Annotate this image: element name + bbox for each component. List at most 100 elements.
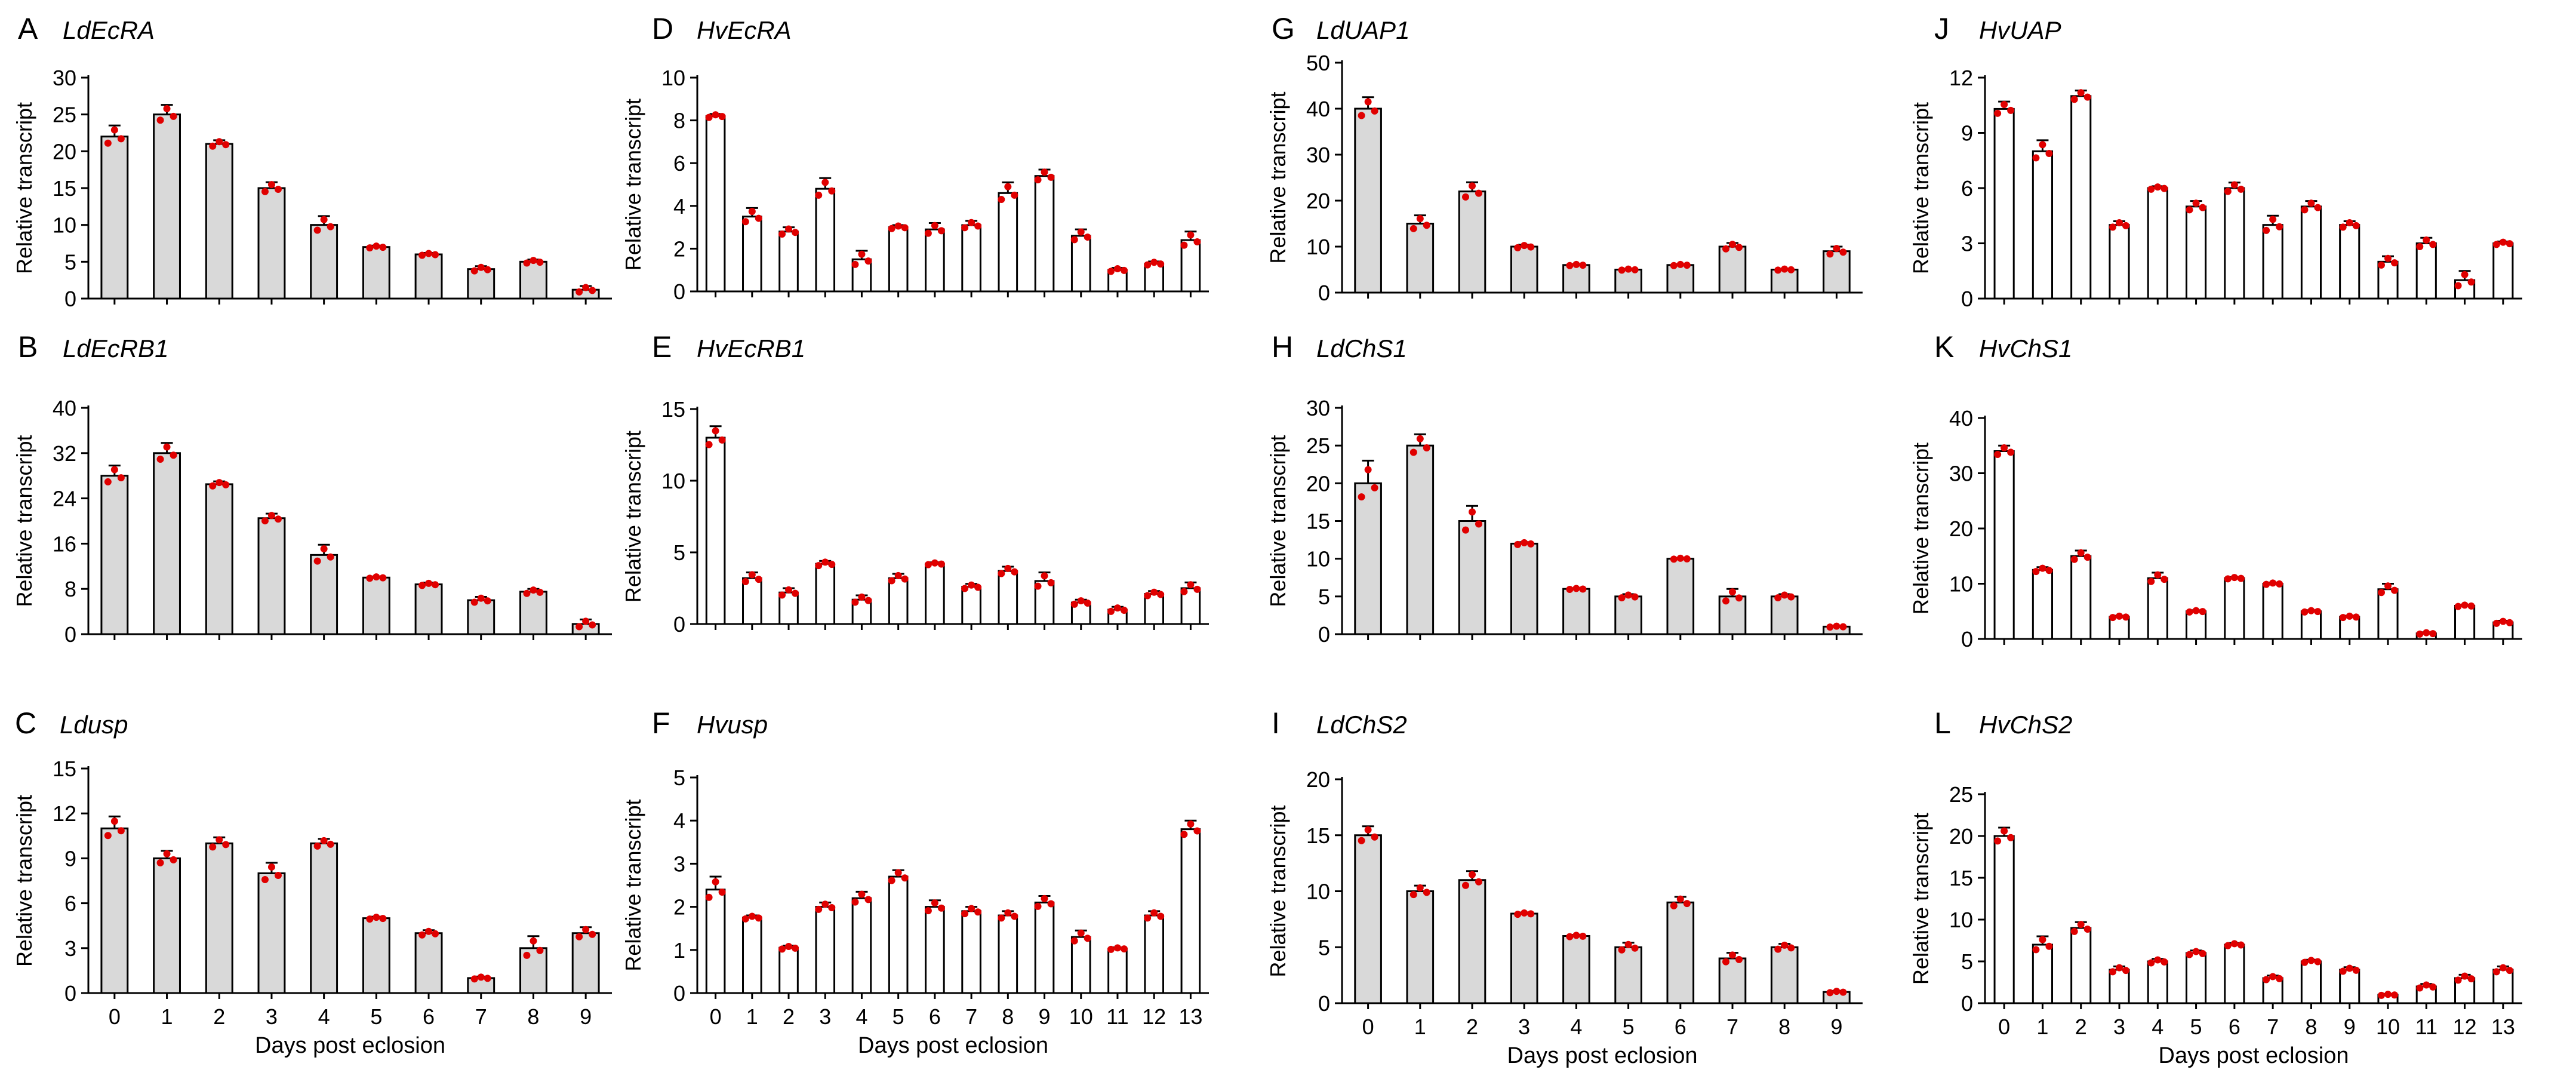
replicate-dot (998, 196, 1005, 204)
bar (1354, 107, 1382, 294)
y-tick-label: 10 (53, 213, 76, 238)
bar (1034, 901, 1055, 994)
bar (100, 475, 129, 635)
bar (1406, 890, 1435, 1004)
replicate-dot (1371, 833, 1378, 841)
replicate-dot (1416, 435, 1424, 442)
bar (778, 230, 799, 293)
replicate-dot (156, 116, 164, 124)
replicate-dot (2224, 575, 2232, 583)
replicate-dot (216, 479, 223, 487)
replicate-dot (2122, 222, 2129, 229)
y-tick-label: 32 (53, 441, 76, 466)
panel-letter: G (1272, 12, 1295, 45)
replicate-dot (961, 585, 969, 592)
replicate-dot (851, 898, 859, 906)
replicate-dot (894, 869, 902, 877)
replicate-dot (2116, 964, 2123, 972)
replicate-dot (2186, 951, 2193, 958)
replicate-dot (2492, 619, 2500, 627)
bar (100, 827, 129, 994)
replicate-dot (864, 257, 872, 265)
x-tick-label: 11 (2415, 1015, 2437, 1039)
replicate-dot (2454, 976, 2462, 984)
bar (1510, 245, 1538, 294)
replicate-dot (274, 515, 282, 523)
replicate-dot (2423, 981, 2430, 989)
replicate-dot (1631, 944, 1639, 952)
replicate-dot (373, 914, 380, 921)
replicate-dot (274, 871, 282, 879)
replicate-dot (2499, 617, 2507, 625)
replicate-dot (170, 112, 177, 120)
bar (851, 897, 872, 994)
bar (467, 599, 495, 635)
replicate-dot (1475, 189, 1482, 197)
replicate-dot (1781, 591, 1789, 599)
panel-d: D HvEcRA 0 2 4 6 8 10 Relative transcript (621, 12, 1209, 304)
bar (2339, 224, 2360, 300)
replicate-dot (163, 443, 171, 451)
replicate-dot (2314, 204, 2322, 211)
replicate-dot (815, 562, 823, 570)
replicate-dot (2314, 608, 2322, 616)
replicate-dot (1475, 520, 1482, 528)
replicate-dot (530, 937, 537, 945)
replicate-dot (1839, 623, 1847, 631)
replicate-dot (705, 113, 713, 121)
bar (1614, 595, 1642, 635)
replicate-dot (2499, 238, 2507, 246)
bar (1770, 946, 1799, 1004)
replicate-dot (1475, 878, 1482, 886)
bar (742, 216, 762, 293)
replicate-dot (1618, 266, 1626, 274)
replicate-dot (1423, 222, 1430, 229)
replicate-dot (274, 185, 282, 193)
x-tick-label: 9 (1830, 1015, 1842, 1039)
replicate-dot (2506, 967, 2513, 975)
replicate-dot (1409, 448, 1417, 456)
gene-name: LdChS1 (1316, 334, 1407, 362)
bar (2492, 242, 2514, 300)
replicate-dot (1364, 98, 1372, 106)
replicate-dot (432, 581, 439, 589)
replicate-dot (2384, 582, 2392, 590)
replicate-dot (530, 586, 537, 594)
panel-i: I LdChS2 0 5 10 15 20 Relative transcript 0 1 2 3 4 5… (1266, 706, 1863, 1068)
bar (2262, 224, 2283, 300)
replicate-dot (712, 427, 719, 435)
replicate-dot (937, 904, 945, 912)
bar (310, 842, 338, 994)
replicate-dot (2352, 613, 2360, 621)
replicate-dot (2467, 975, 2475, 983)
bar (1070, 936, 1091, 994)
y-tick-label: 3 (1961, 232, 1973, 256)
replicate-dot (582, 617, 590, 625)
x-tick-label: 8 (1002, 1004, 1014, 1029)
bar (925, 228, 945, 293)
replicate-dot (523, 951, 531, 959)
replicate-dot (2186, 206, 2193, 214)
x-tick-label: 2 (213, 1004, 225, 1029)
bar (2300, 960, 2322, 1004)
replicate-dot (366, 574, 374, 582)
bar (1718, 245, 1747, 294)
replicate-dot (366, 915, 374, 923)
y-tick-label: 5 (64, 250, 76, 274)
y-axis-label: Relative transcript (621, 799, 645, 971)
replicate-dot (1462, 193, 1469, 201)
replicate-dot (222, 481, 230, 488)
bar (205, 483, 233, 635)
replicate-dot (864, 896, 872, 903)
replicate-dot (2307, 957, 2315, 964)
replicate-dot (2378, 261, 2385, 269)
x-axis-label: Days post eclosion (1507, 1043, 1698, 1068)
replicate-dot (425, 579, 433, 587)
x-axis-label: Days post eclosion (255, 1033, 445, 1058)
replicate-dot (2237, 574, 2245, 582)
bar (742, 577, 762, 625)
replicate-dot (1787, 266, 1795, 273)
replicate-dot (924, 229, 932, 237)
replicate-dot (755, 914, 762, 922)
replicate-dot (712, 878, 719, 886)
